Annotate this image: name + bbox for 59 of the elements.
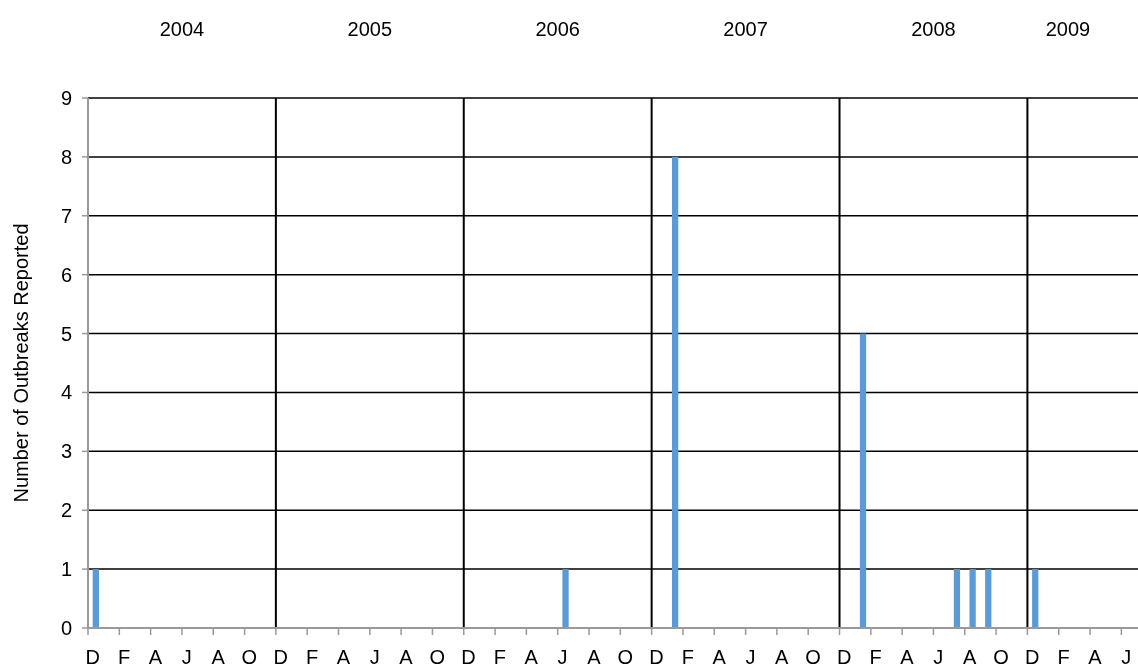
x-tick-label: O xyxy=(617,646,633,668)
y-tick-label: 6 xyxy=(60,263,72,286)
y-tick-label: 0 xyxy=(60,617,72,639)
x-tick-label: A xyxy=(148,646,163,668)
x-tick-label: D xyxy=(1025,646,1040,668)
x-tick-label: A xyxy=(712,646,727,668)
x-tick-label: F xyxy=(493,646,507,668)
y-tick-label: 4 xyxy=(60,381,72,404)
y-tick-label: 8 xyxy=(60,145,72,168)
x-tick-label: O xyxy=(429,646,446,668)
bar xyxy=(1032,569,1039,628)
x-tick-label: J xyxy=(181,646,192,668)
text: 2009 xyxy=(1045,18,1091,40)
bar xyxy=(969,569,976,628)
x-tick-label: A xyxy=(962,646,977,668)
x-tick-label: A xyxy=(211,646,226,668)
x-tick-label: A xyxy=(399,646,414,668)
x-tick-label: F xyxy=(305,646,319,668)
x-tick-label: A xyxy=(775,646,790,668)
x-tick-label: A xyxy=(587,646,602,668)
x-tick-label: D xyxy=(461,646,476,668)
bar xyxy=(859,333,867,628)
x-tick-label: J xyxy=(1121,646,1132,668)
y-tick-label: 9 xyxy=(60,87,72,109)
x-tick-label: A xyxy=(524,646,539,668)
x-tick-label: J xyxy=(557,646,568,668)
y-tick-label: 7 xyxy=(60,204,72,227)
x-tick-label: A xyxy=(900,646,915,668)
x-tick-label: F xyxy=(118,646,131,668)
x-tick-label: O xyxy=(805,646,821,668)
x-tick-label: A xyxy=(336,646,351,668)
x-tick-label: D xyxy=(649,646,664,668)
x-tick-label: D xyxy=(85,646,101,668)
text: 2005 xyxy=(347,18,393,40)
y-tick-label: 5 xyxy=(60,322,72,345)
x-tick-label: O xyxy=(241,646,258,668)
x-tick-label: J xyxy=(933,646,944,668)
x-tick-label: F xyxy=(1057,646,1070,668)
text: 2008 xyxy=(911,18,956,40)
x-tick-label: F xyxy=(681,646,694,668)
y-axis-title: Number of Outbreaks Reported xyxy=(10,223,32,503)
x-tick-label: A xyxy=(1088,646,1103,668)
x-tick-label: J xyxy=(369,646,380,668)
bar xyxy=(562,569,569,628)
text: 2006 xyxy=(535,18,580,40)
bar xyxy=(92,569,99,628)
bar xyxy=(953,569,961,628)
bar xyxy=(985,569,992,628)
y-tick-label: 2 xyxy=(60,499,72,522)
text: 2004 xyxy=(159,18,205,40)
x-tick-label: D xyxy=(837,646,852,668)
x-tick-label: J xyxy=(745,646,756,668)
y-tick-label: 3 xyxy=(60,440,72,463)
bar xyxy=(672,156,679,628)
x-tick-label: F xyxy=(869,646,882,668)
text: 2007 xyxy=(723,18,768,40)
y-tick-label: 1 xyxy=(60,558,72,581)
x-tick-label: D xyxy=(273,646,288,668)
x-tick-label: O xyxy=(993,646,1009,668)
